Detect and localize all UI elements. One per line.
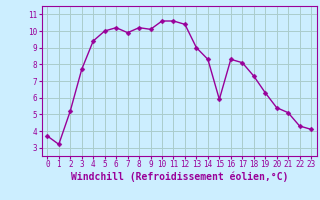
X-axis label: Windchill (Refroidissement éolien,°C): Windchill (Refroidissement éolien,°C) — [70, 172, 288, 182]
